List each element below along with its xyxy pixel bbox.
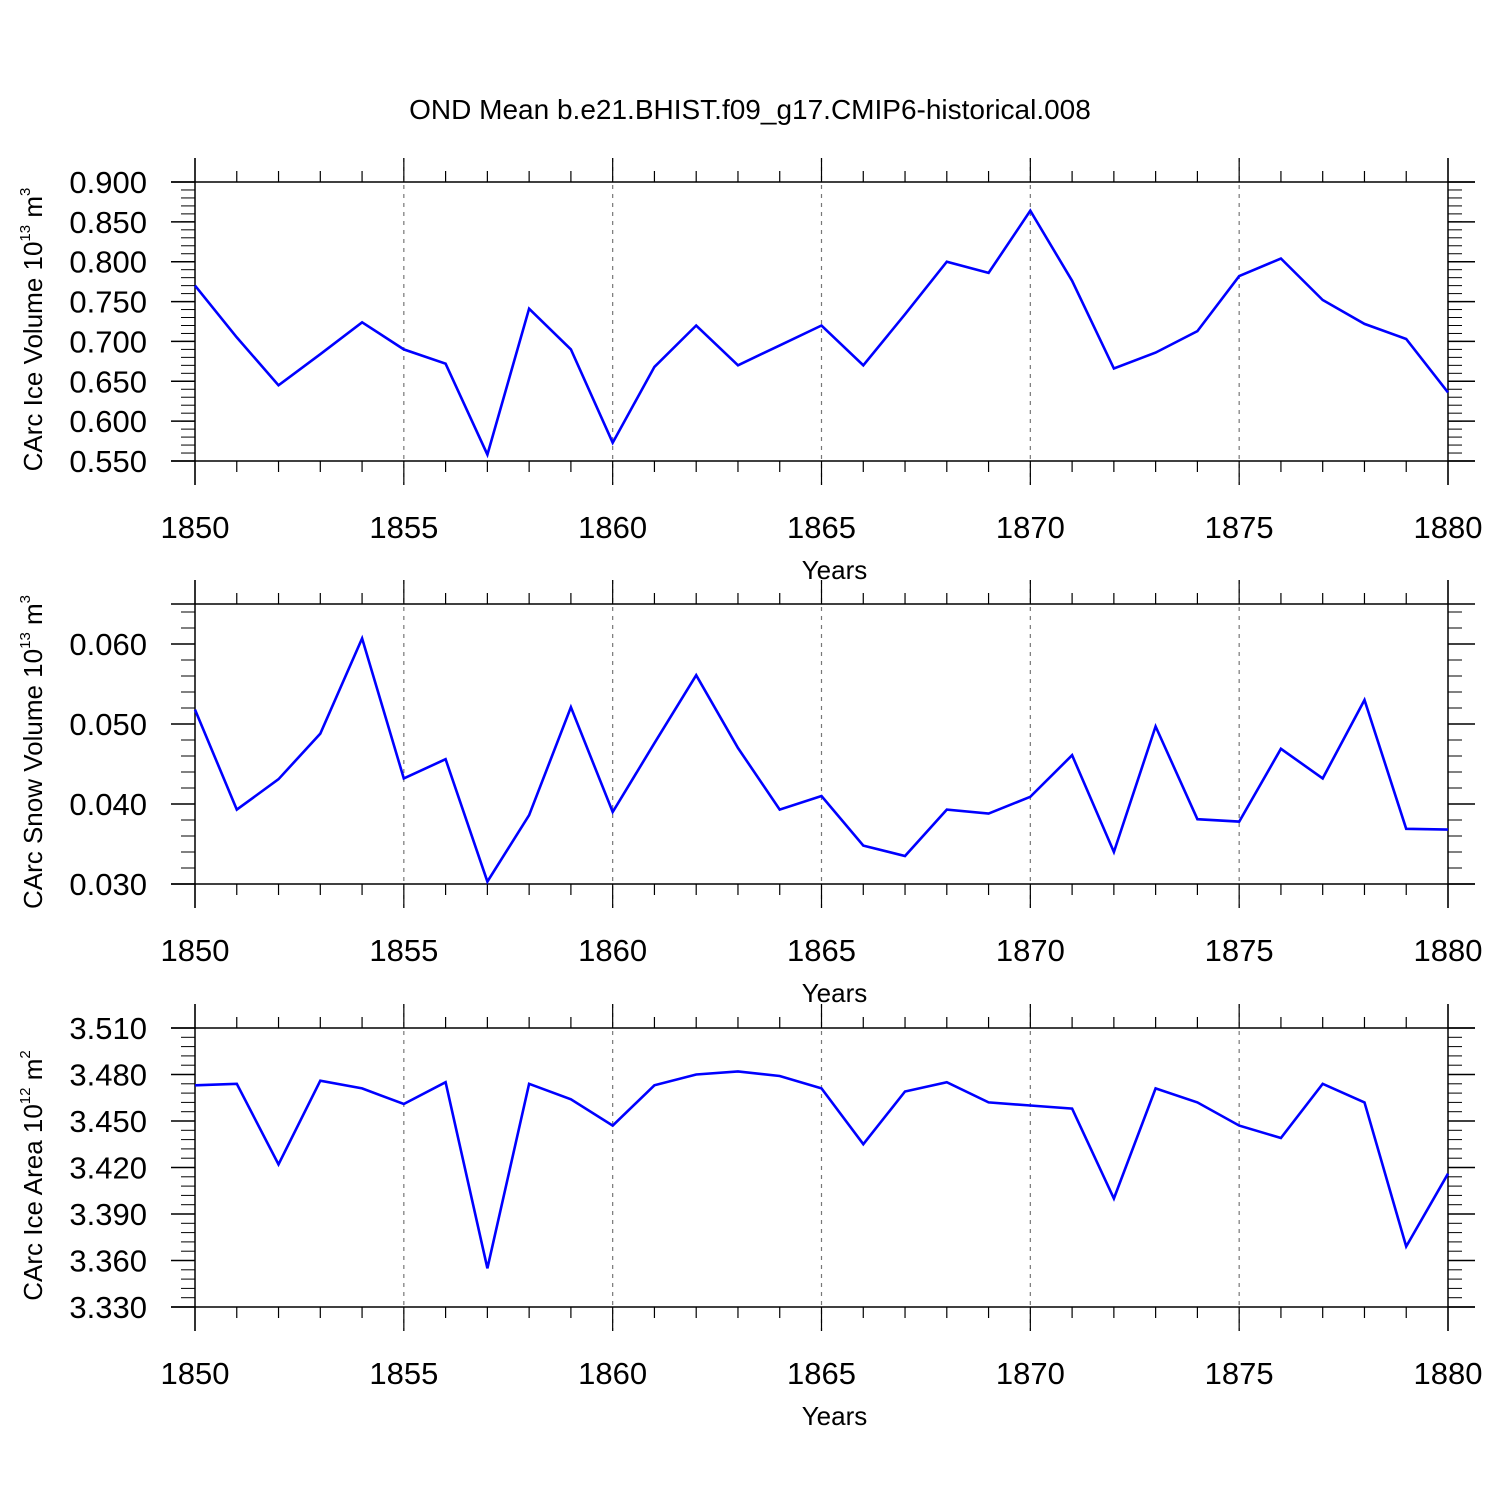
y-axis-title-superscript: 13 — [17, 225, 34, 242]
y-tick-label: 0.550 — [69, 444, 147, 479]
x-tick-label: 1860 — [578, 933, 647, 968]
y-axis-title-superscript: 12 — [17, 1088, 34, 1105]
y-tick-label: 3.390 — [69, 1197, 147, 1232]
y-axis-title: CArc Ice Area 1012 m2 — [17, 1050, 48, 1300]
y-axis-title-superscript: 2 — [17, 1050, 34, 1058]
y-tick-label: 3.480 — [69, 1058, 147, 1093]
y-tick-label: 0.700 — [69, 324, 147, 359]
x-axis-title: Years — [802, 978, 868, 1008]
y-tick-label: 3.360 — [69, 1244, 147, 1279]
chart-panel-3: 3.330 3.360 3.390 3.420 3.450 3.480 3.510 1850 1… — [17, 1004, 1482, 1431]
y-axis-title-part: m — [18, 1059, 48, 1088]
y-axis-title-superscript: 13 — [17, 632, 34, 649]
y-axis-title-part: CArc Ice Volume 10 — [18, 242, 48, 472]
y-tick-label: 0.030 — [69, 867, 147, 902]
x-tick-label: 1855 — [369, 510, 438, 545]
y-axis-title-part: CArc Ice Area 10 — [18, 1104, 48, 1301]
x-tick-label: 1865 — [787, 933, 856, 968]
x-tick-label: 1855 — [369, 933, 438, 968]
y-tick-label: 0.060 — [69, 627, 147, 662]
y-tick-label: 3.450 — [69, 1104, 147, 1139]
x-tick-label: 1850 — [161, 1356, 230, 1391]
y-axis-title-part: CArc Snow Volume 10 — [18, 649, 48, 909]
y-axis-title: CArc Snow Volume 1013 m3 — [17, 595, 48, 909]
x-tick-label: 1850 — [161, 510, 230, 545]
x-axis-title: Years — [802, 555, 868, 585]
y-tick-label: 3.420 — [69, 1151, 147, 1186]
y-tick-label: 0.040 — [69, 787, 147, 822]
y-tick-label: 0.650 — [69, 364, 147, 399]
y-tick-label: 0.050 — [69, 707, 147, 742]
figure-title: OND Mean b.e21.BHIST.f09_g17.CMIP6-histo… — [409, 94, 1091, 125]
y-axis-title-superscript: 3 — [17, 188, 34, 196]
y-tick-label: 0.800 — [69, 245, 147, 280]
x-tick-label: 1865 — [787, 510, 856, 545]
y-tick-label: 0.750 — [69, 285, 147, 320]
x-tick-label: 1870 — [996, 1356, 1065, 1391]
x-tick-label: 1880 — [1414, 933, 1483, 968]
y-axis-title-superscript: 3 — [17, 595, 34, 603]
x-tick-label: 1880 — [1414, 1356, 1483, 1391]
y-axis-title-part: m — [18, 196, 48, 225]
x-tick-label: 1875 — [1205, 510, 1274, 545]
x-tick-label: 1860 — [578, 510, 647, 545]
y-tick-label: 0.850 — [69, 205, 147, 240]
y-axis-title-part: m — [18, 603, 48, 632]
x-tick-label: 1870 — [996, 933, 1065, 968]
x-axis-title: Years — [802, 1401, 868, 1431]
y-tick-label: 3.330 — [69, 1290, 147, 1325]
x-tick-label: 1875 — [1205, 1356, 1274, 1391]
chart-panel-2: 0.030 0.040 0.050 0.060 1850 1855 1860 1865 1870… — [17, 580, 1482, 1008]
x-tick-label: 1855 — [369, 1356, 438, 1391]
x-tick-label: 1850 — [161, 933, 230, 968]
chart-panel-1: 0.550 0.600 0.650 0.700 0.750 0.800 0.850 0.900… — [17, 158, 1482, 585]
x-tick-label: 1870 — [996, 510, 1065, 545]
x-tick-label: 1860 — [578, 1356, 647, 1391]
y-tick-label: 0.900 — [69, 165, 147, 200]
x-tick-label: 1865 — [787, 1356, 856, 1391]
y-axis-title: CArc Ice Volume 1013 m3 — [17, 188, 48, 472]
x-tick-label: 1880 — [1414, 510, 1483, 545]
y-tick-label: 0.600 — [69, 404, 147, 439]
y-tick-label: 3.510 — [69, 1011, 147, 1046]
x-tick-label: 1875 — [1205, 933, 1274, 968]
